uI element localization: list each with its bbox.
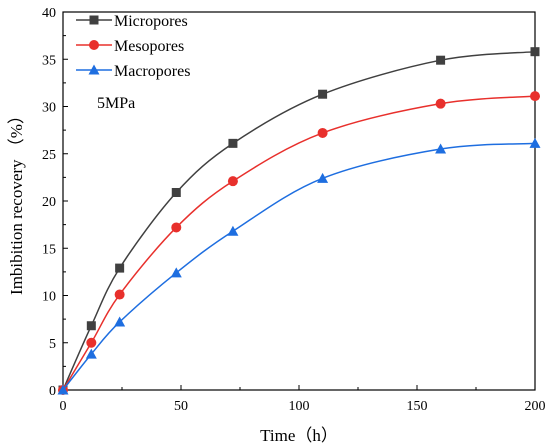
data-point-mesopores (171, 222, 182, 233)
legend-label-micropores: Micropores (114, 13, 188, 30)
data-point-macropores (317, 172, 329, 183)
pressure-annotation: 5MPa (97, 95, 135, 112)
y-tick-label: 25 (42, 148, 56, 163)
legend-label-mesopores: Mesopores (114, 38, 184, 55)
legend: Micropores Mesopores Macropores (76, 13, 190, 80)
data-point-mesopores (86, 337, 97, 348)
data-point-macropores (529, 137, 541, 148)
data-point-macropores (114, 316, 126, 327)
data-point-micropores (530, 47, 540, 57)
x-tick-label: 200 (525, 399, 546, 414)
data-point-macropores (57, 384, 69, 395)
data-point-micropores (171, 187, 181, 197)
data-point-mesopores (435, 98, 446, 109)
data-point-micropores (86, 321, 96, 331)
series-line-micropores (62, 50, 536, 391)
legend-marker-micropores (89, 15, 99, 25)
y-tick-label: 10 (42, 290, 56, 305)
data-point-mesopores (227, 176, 238, 187)
y-tick-label: 35 (42, 53, 56, 68)
data-point-macropores (227, 225, 239, 236)
x-tick-label: 150 (407, 399, 428, 414)
data-point-macropores (85, 348, 97, 359)
data-point-mesopores (530, 91, 540, 102)
x-tick-label: 0 (60, 399, 67, 414)
legend-marker-mesopores (89, 40, 99, 50)
y-tick-label: 40 (42, 6, 56, 21)
data-point-micropores (115, 263, 125, 273)
series-line-macropores (62, 142, 536, 391)
x-tick-label: 100 (289, 399, 310, 414)
legend-label-macropores: Macropores (114, 63, 190, 80)
y-tick-label: 20 (42, 195, 56, 210)
plot-area: 0 50 100 150 200 0 5 10 15 20 25 30 35 40 (42, 6, 546, 414)
y-tick-label: 15 (42, 242, 56, 257)
data-point-micropores (318, 89, 328, 99)
data-point-macropores (435, 143, 447, 154)
data-point-micropores (436, 55, 446, 65)
x-tick-label: 50 (174, 399, 188, 414)
data-point-micropores (228, 138, 238, 148)
y-tick-label: 5 (49, 337, 56, 352)
y-tick-label: 30 (42, 101, 56, 116)
data-point-macropores (170, 267, 182, 278)
data-point-mesopores (114, 289, 125, 300)
x-axis-title: Time（h） (260, 426, 338, 445)
y-tick-label: 0 (49, 384, 56, 399)
legend-marker-macropores (88, 64, 100, 75)
y-axis-title: Imbibition recovery （%） (7, 107, 26, 295)
y-axis-title-group: Imbibition recovery （%） (7, 107, 26, 295)
series-line-mesopores (62, 95, 536, 391)
data-point-mesopores (317, 127, 328, 138)
